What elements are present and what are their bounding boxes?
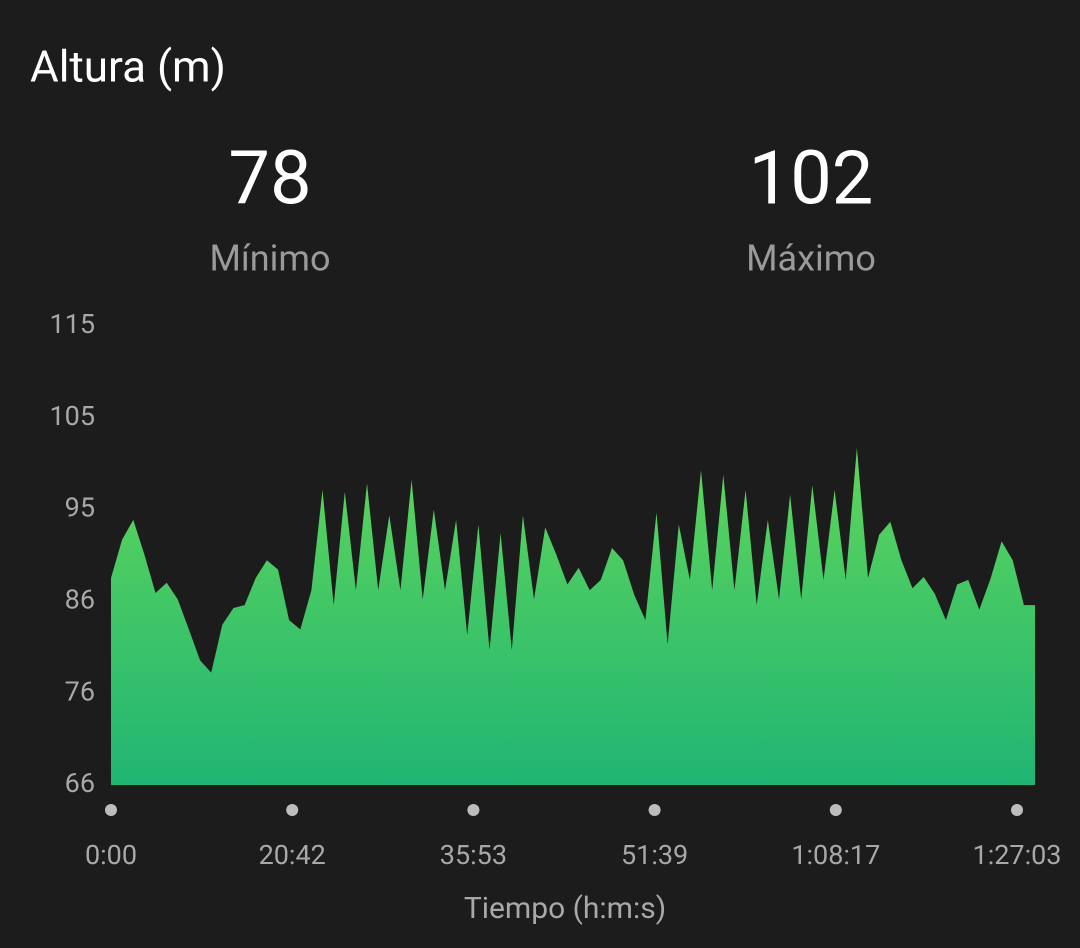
stat-label: Mínimo (209, 238, 330, 280)
x-tick-dot (105, 804, 117, 816)
stat-value: 102 (749, 136, 874, 223)
area (111, 447, 1035, 785)
stat-label: Máximo (746, 238, 876, 280)
x-tick-label: 20:42 (259, 839, 326, 871)
x-axis-label: Tiempo (h:m:s) (464, 891, 666, 926)
y-tick-label: 95 (65, 492, 95, 524)
x-tick-dot (829, 804, 842, 816)
y-tick-label: 86 (65, 584, 95, 616)
chart-title: Altura (m) (30, 41, 226, 93)
y-tick-label: 76 (65, 675, 95, 707)
x-tick-dot (286, 804, 299, 816)
x-tick-label: 1:27:03 (973, 839, 1062, 871)
x-tick-label: 0:00 (85, 839, 137, 871)
y-tick-label: 105 (49, 400, 95, 432)
y-tick-label: 115 (49, 308, 95, 340)
stat-value: 78 (228, 136, 311, 223)
x-tick-label: 35:53 (440, 839, 507, 871)
x-tick-dot (648, 804, 661, 816)
x-tick-dot (1011, 804, 1023, 816)
x-tick-label: 1:08:17 (791, 839, 880, 871)
y-tick-label: 66 (65, 767, 95, 799)
x-tick-label: 51:39 (621, 839, 688, 871)
x-tick-dot (467, 804, 480, 816)
